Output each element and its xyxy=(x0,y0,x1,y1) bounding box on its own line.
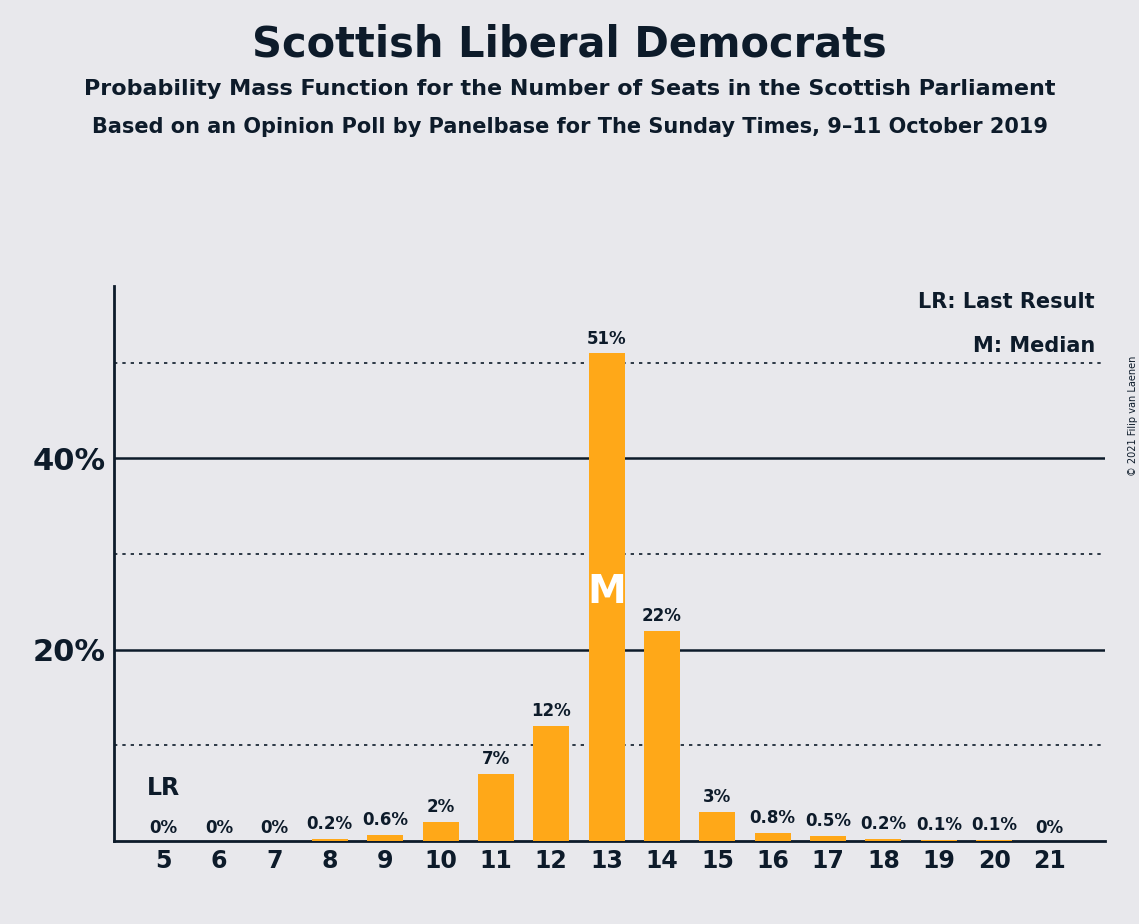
Text: 0.1%: 0.1% xyxy=(972,816,1017,834)
Text: 0%: 0% xyxy=(261,819,288,837)
Bar xyxy=(533,726,570,841)
Text: M: M xyxy=(588,573,626,612)
Bar xyxy=(644,630,680,841)
Bar xyxy=(755,833,790,841)
Text: LR: Last Result: LR: Last Result xyxy=(918,292,1095,312)
Bar xyxy=(866,839,901,841)
Text: Probability Mass Function for the Number of Seats in the Scottish Parliament: Probability Mass Function for the Number… xyxy=(84,79,1055,99)
Bar xyxy=(589,353,624,841)
Bar xyxy=(312,839,347,841)
Text: 0.1%: 0.1% xyxy=(916,816,961,834)
Text: 0%: 0% xyxy=(149,819,178,837)
Text: 2%: 2% xyxy=(426,798,454,816)
Text: 3%: 3% xyxy=(703,788,731,807)
Text: 22%: 22% xyxy=(642,607,682,625)
Text: 12%: 12% xyxy=(532,702,571,721)
Text: 0.2%: 0.2% xyxy=(860,815,907,833)
Text: 0.8%: 0.8% xyxy=(749,809,796,828)
Text: 0%: 0% xyxy=(1035,819,1064,837)
Bar xyxy=(920,840,957,841)
Bar xyxy=(699,812,736,841)
Text: LR: LR xyxy=(147,776,180,800)
Bar xyxy=(367,835,403,841)
Text: 0.5%: 0.5% xyxy=(805,812,851,831)
Bar xyxy=(810,836,846,841)
Text: 7%: 7% xyxy=(482,750,510,768)
Text: M: Median: M: Median xyxy=(973,336,1095,357)
Text: 0%: 0% xyxy=(205,819,233,837)
Bar xyxy=(423,821,459,841)
Bar xyxy=(478,774,514,841)
Text: Based on an Opinion Poll by Panelbase for The Sunday Times, 9–11 October 2019: Based on an Opinion Poll by Panelbase fo… xyxy=(91,117,1048,138)
Text: Scottish Liberal Democrats: Scottish Liberal Democrats xyxy=(252,23,887,65)
Bar xyxy=(976,840,1013,841)
Text: 51%: 51% xyxy=(587,330,626,347)
Text: 0.2%: 0.2% xyxy=(306,815,353,833)
Text: 0.6%: 0.6% xyxy=(362,811,408,830)
Text: © 2021 Filip van Laenen: © 2021 Filip van Laenen xyxy=(1128,356,1138,476)
